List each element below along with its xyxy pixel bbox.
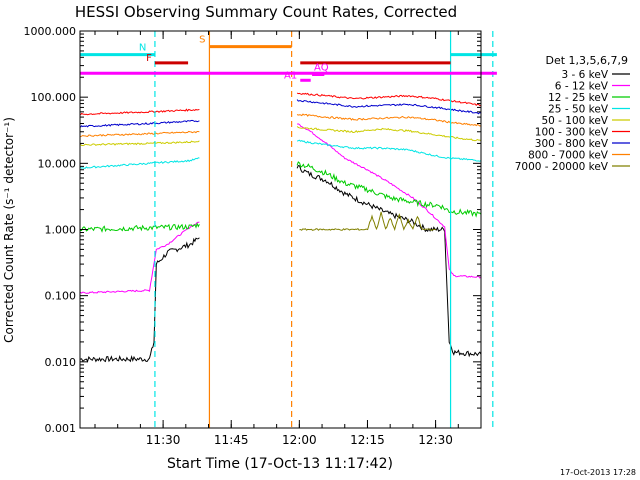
- flag-label-3: F: [146, 53, 152, 64]
- y-tick-label: 10.000: [38, 157, 77, 170]
- x-tick-label: 11:45: [214, 433, 249, 447]
- series-line-5-0: [80, 108, 200, 116]
- series-line-7-0: [80, 130, 200, 138]
- flag-label-0: N: [139, 43, 146, 54]
- series-line-1-1: [297, 123, 481, 279]
- series-line-3-1: [296, 139, 481, 162]
- y-axis: 0.001 0.010 0.100 1.000 10.000 100.000 1000.00…: [24, 25, 481, 435]
- series-line-7-1: [296, 113, 481, 127]
- y-tick-label: 0.100: [45, 290, 77, 303]
- plot-area: N S F A1 AQ: [79, 30, 497, 429]
- legend-entry-label: 100 - 300 keV: [535, 127, 609, 139]
- y-tick-label: 1000.000: [24, 25, 77, 38]
- y-axis-label: Corrected Count Rate (s⁻¹ detector⁻¹): [2, 117, 16, 343]
- legend-entry-label: 3 - 6 keV: [561, 69, 608, 81]
- y-tick-label: 100.000: [31, 91, 77, 104]
- series-line-2-0: [80, 222, 200, 233]
- flag-label-2: S: [199, 35, 205, 46]
- y-tick-label: 1.000: [45, 224, 77, 237]
- flag-label-5: A1: [284, 70, 297, 81]
- y-tick-label: 0.010: [45, 356, 77, 369]
- series-line-0-1: [296, 165, 481, 358]
- chart-title: HESSI Observing Summary Count Rates, Cor…: [75, 3, 457, 21]
- legend-entry-label: 300 - 800 keV: [535, 138, 609, 150]
- x-tick-label: 12:30: [418, 433, 453, 447]
- flag-label-6: AQ: [314, 63, 329, 74]
- legend-entry-label: 25 - 50 keV: [548, 104, 609, 116]
- legend-entry-label: 800 - 7000 keV: [528, 150, 609, 162]
- x-tick-label: 12:00: [282, 433, 317, 447]
- series-line-0-0: [80, 237, 200, 363]
- legend-entry-label: 7000 - 20000 keV: [515, 161, 609, 173]
- x-tick-label: 12:15: [350, 433, 385, 447]
- x-axis-label: Start Time (17-Oct-13 11:17:42): [167, 456, 393, 472]
- series-line-3-0: [80, 157, 200, 169]
- timestamp: 17-Oct-2013 17:28: [560, 468, 636, 477]
- series-line-6-0: [80, 119, 200, 128]
- series-line-8-1: [367, 211, 436, 232]
- series-line-2-1: [296, 161, 481, 218]
- legend-entry-label: 12 - 25 keV: [548, 92, 609, 104]
- x-tick-label: 11:30: [146, 433, 181, 447]
- plot-frame: [79, 30, 482, 429]
- y-tick-label: 0.001: [45, 422, 77, 435]
- series-line-1-0: [80, 221, 200, 294]
- legend-title: Det 1,3,5,6,7,9: [545, 54, 628, 67]
- series-line-4-0: [80, 140, 200, 147]
- legend-entry-label: 6 - 12 keV: [555, 81, 609, 93]
- series-line-8-0: [299, 228, 368, 231]
- legend-entry-label: 50 - 100 keV: [541, 115, 608, 127]
- series-line-4-1: [296, 126, 481, 142]
- x-axis: 11:30 11:45 12:00 12:15 12:30: [94, 31, 482, 447]
